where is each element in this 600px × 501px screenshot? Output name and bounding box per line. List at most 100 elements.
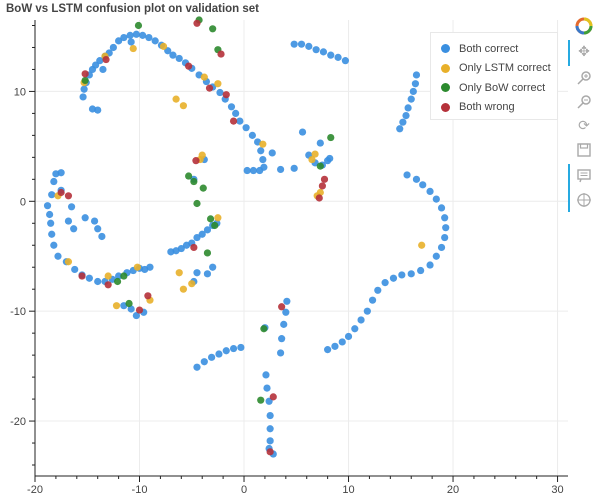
point-both-correct bbox=[280, 320, 288, 328]
point-both-correct bbox=[236, 117, 244, 125]
point-only-bow-correct bbox=[113, 277, 122, 286]
point-only-lstm-correct bbox=[259, 140, 267, 148]
wheel-zoom-icon[interactable] bbox=[573, 92, 595, 112]
point-both-correct bbox=[256, 166, 264, 175]
bokeh-logo-icon[interactable] bbox=[573, 16, 595, 36]
point-only-bow-correct bbox=[190, 177, 198, 186]
series-both-wrong bbox=[57, 19, 329, 456]
point-both-correct bbox=[305, 42, 313, 50]
point-both-correct bbox=[237, 343, 245, 352]
point-only-lstm-correct bbox=[179, 102, 188, 110]
point-both-correct bbox=[193, 269, 201, 277]
point-both-correct bbox=[169, 51, 177, 59]
point-both-correct bbox=[402, 111, 410, 120]
point-both-correct bbox=[94, 106, 102, 114]
x-tick-label: 20 bbox=[447, 484, 459, 496]
point-only-bow-correct bbox=[260, 325, 268, 333]
legend-item-both-wrong: Both wrong bbox=[441, 98, 557, 118]
point-both-correct bbox=[381, 279, 389, 287]
pan-active-indicator bbox=[568, 40, 570, 66]
point-only-lstm-correct bbox=[200, 73, 208, 81]
point-both-correct bbox=[64, 217, 73, 225]
legend-swatch-only-lstm-correct bbox=[441, 63, 450, 73]
save-icon[interactable] bbox=[573, 140, 595, 160]
point-both-correct bbox=[90, 217, 99, 225]
point-both-correct bbox=[403, 171, 411, 179]
point-both-correct bbox=[411, 80, 420, 88]
box-zoom-in-icon[interactable] bbox=[573, 68, 595, 88]
point-both-correct bbox=[208, 353, 216, 361]
point-both-correct bbox=[96, 57, 104, 65]
point-both-correct bbox=[47, 219, 55, 227]
point-both-correct bbox=[99, 65, 107, 74]
point-both-correct bbox=[262, 371, 270, 379]
point-both-correct bbox=[50, 177, 58, 186]
point-both-correct bbox=[442, 224, 450, 232]
legend-item-both-correct: Both correct bbox=[441, 39, 557, 59]
legend-item-only-lstm-correct: Only LSTM correct bbox=[441, 59, 557, 79]
point-both-wrong bbox=[193, 19, 201, 27]
point-both-wrong bbox=[315, 194, 323, 202]
point-both-correct bbox=[126, 31, 134, 39]
hover-icon[interactable] bbox=[573, 166, 595, 186]
point-both-correct bbox=[175, 54, 183, 63]
point-both-correct bbox=[432, 195, 440, 203]
point-both-correct bbox=[115, 37, 123, 45]
y-tick-label: 10 bbox=[14, 86, 26, 98]
point-both-correct bbox=[298, 128, 307, 136]
point-both-correct bbox=[57, 169, 65, 177]
pan-icon[interactable]: ✥ bbox=[578, 44, 590, 60]
point-both-correct bbox=[297, 40, 306, 48]
point-both-correct bbox=[139, 31, 147, 39]
point-only-bow-correct bbox=[327, 133, 335, 142]
legend-label-only-lstm-correct: Only LSTM correct bbox=[459, 62, 551, 75]
y-tick-label: -10 bbox=[10, 306, 26, 318]
point-both-correct bbox=[193, 233, 201, 242]
point-only-lstm-correct bbox=[214, 214, 222, 222]
point-both-correct bbox=[209, 263, 217, 271]
point-only-lstm-correct bbox=[316, 188, 324, 197]
y-tick-label: 0 bbox=[20, 196, 26, 208]
point-only-lstm-correct bbox=[179, 285, 188, 293]
point-both-correct bbox=[396, 125, 404, 133]
point-both-correct bbox=[177, 244, 185, 253]
point-both-correct bbox=[290, 164, 298, 172]
reset-icon[interactable]: ⟳ bbox=[578, 118, 590, 134]
point-both-wrong bbox=[185, 62, 193, 70]
point-both-correct bbox=[249, 166, 258, 175]
point-both-wrong bbox=[78, 272, 86, 280]
x-tick-label: -10 bbox=[132, 484, 148, 496]
point-both-correct bbox=[368, 296, 377, 304]
point-both-correct bbox=[232, 109, 240, 117]
point-both-wrong bbox=[222, 91, 230, 99]
point-both-correct bbox=[94, 277, 102, 286]
point-both-correct bbox=[145, 33, 153, 42]
point-both-correct bbox=[409, 87, 417, 96]
x-tick-label: 0 bbox=[241, 484, 247, 496]
point-both-wrong bbox=[320, 175, 329, 183]
point-both-wrong bbox=[104, 281, 112, 289]
point-both-wrong bbox=[57, 188, 65, 197]
crosshair-icon[interactable] bbox=[573, 190, 595, 210]
point-both-correct bbox=[276, 165, 285, 174]
point-both-correct bbox=[276, 349, 285, 357]
axes: -20 -10 0 10 20 30 -20 -10 0 10 bbox=[10, 20, 568, 496]
point-both-correct bbox=[127, 38, 135, 46]
point-both-correct bbox=[419, 181, 427, 189]
point-both-correct bbox=[94, 225, 102, 233]
point-only-lstm-correct bbox=[159, 42, 168, 50]
chart-title: BoW vs LSTM confusion plot on validation… bbox=[6, 3, 259, 15]
x-tick-label: 10 bbox=[342, 484, 354, 496]
point-both-correct bbox=[266, 437, 274, 445]
point-only-bow-correct bbox=[185, 172, 193, 180]
x-tick-label: 30 bbox=[551, 484, 563, 496]
point-both-correct bbox=[437, 243, 446, 252]
point-both-correct bbox=[324, 346, 332, 354]
point-both-correct bbox=[67, 203, 76, 211]
point-both-correct bbox=[127, 305, 135, 313]
point-both-correct bbox=[283, 297, 291, 305]
point-both-correct bbox=[374, 286, 382, 294]
point-only-bow-correct bbox=[125, 299, 133, 308]
point-both-wrong bbox=[278, 303, 286, 311]
